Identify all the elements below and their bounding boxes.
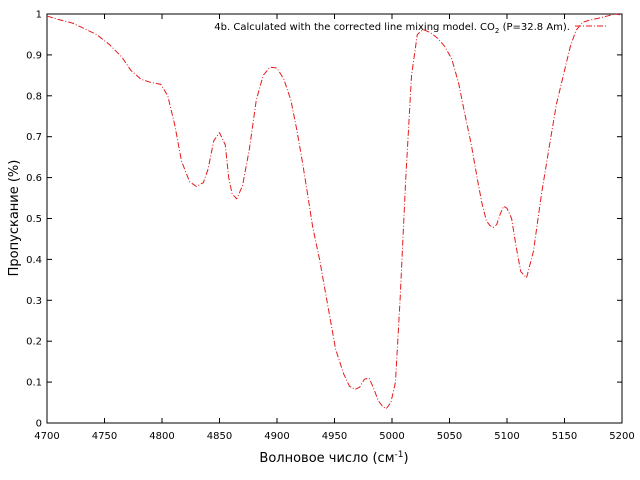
y-tick-label: 0.6: [26, 173, 42, 184]
y-tick-label: 0.9: [26, 50, 42, 61]
plot-frame: [46, 13, 623, 424]
y-tick-label: 0: [36, 419, 42, 430]
axis-ticks: [46, 13, 623, 424]
y-tick-label: 0.2: [26, 337, 42, 348]
x-tick-label: 4950: [322, 431, 347, 442]
x-tick-labels: 4700 4750 4800 4850 4900 4950 5000 5050 5100 5150…: [34, 431, 634, 442]
y-tick-label: 0.1: [26, 378, 42, 389]
series-line: [46, 13, 620, 410]
x-tick-label: 4850: [207, 431, 232, 442]
series-layer: [46, 13, 620, 410]
legend: 4b. Calculated with the corrected line m…: [214, 22, 608, 35]
y-tick-label: 0.3: [26, 296, 42, 307]
x-tick-label: 5050: [437, 431, 462, 442]
x-axis-title: Волновое число (см-1): [259, 450, 408, 466]
legend-label: 4b. Calculated with the corrected line m…: [214, 22, 570, 35]
y-tick-label: 0.8: [26, 91, 42, 102]
x-tick-label: 4700: [34, 431, 59, 442]
x-tick-label: 5000: [379, 431, 404, 442]
y-tick-label: 0.5: [26, 214, 42, 225]
y-tick-label: 0.4: [26, 255, 42, 266]
x-tick-label: 5100: [494, 431, 519, 442]
x-tick-label: 4750: [92, 431, 117, 442]
x-tick-label: 4900: [264, 431, 289, 442]
x-tick-label: 5200: [609, 431, 634, 442]
y-tick-label: 1: [36, 10, 42, 21]
y-tick-label: 0.7: [26, 132, 42, 143]
x-tick-label: 4800: [149, 431, 174, 442]
y-axis-title: Пропускание (%): [7, 160, 22, 277]
y-tick-labels: 0 0.1 0.2 0.3 0.4 0.5 0.6 0.7 0.8 0.9 1: [26, 10, 42, 430]
x-tick-label: 5150: [552, 431, 577, 442]
